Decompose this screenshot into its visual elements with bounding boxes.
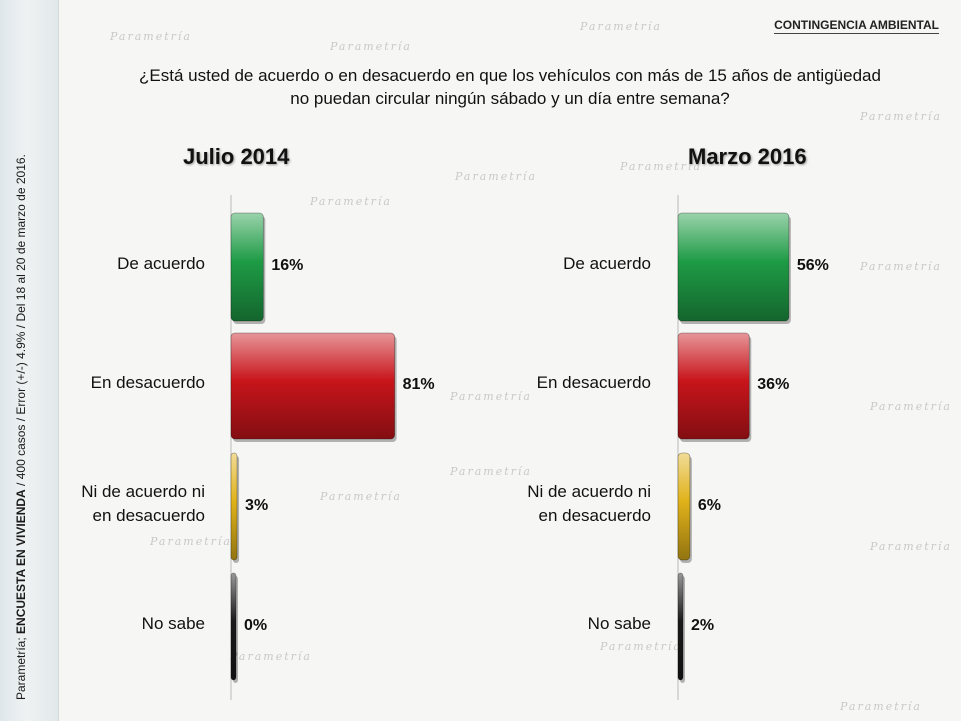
bar-julio-de_acuerdo <box>230 212 264 322</box>
question-line-2: no puedan circular ningún sábado y un dí… <box>290 89 730 108</box>
value-label-marzo-en_desacuerdo: 36% <box>757 376 790 393</box>
bar-julio-no_sabe <box>230 572 237 681</box>
watermark-text: Parametría <box>870 400 952 413</box>
watermark-text: Parametría <box>110 30 192 43</box>
value-label-marzo-no_sabe: 2% <box>691 616 715 634</box>
bar-julio-en_desacuerdo <box>230 332 396 440</box>
value-label-julio-de_acuerdo: 16% <box>271 257 304 274</box>
section-tag: CONTINGENCIA AMBIENTAL <box>774 18 939 34</box>
category-label-line: No sabe <box>141 613 205 633</box>
left-decorative-strip <box>0 0 59 721</box>
category-label-julio-no_sabe: No sabe <box>5 612 205 636</box>
category-label-marzo-en_desacuerdo: En desacuerdo <box>451 371 651 395</box>
watermark-text: Parametría <box>310 195 392 208</box>
watermark-text: Parametría <box>580 20 662 33</box>
survey-question: ¿Está usted de acuerdo o en desacuerdo e… <box>70 64 950 110</box>
category-label-marzo-ni_ni: Ni de acuerdo ni en desacuerdo <box>451 480 651 528</box>
watermark-text: Parametría <box>620 160 702 173</box>
category-label-marzo-no_sabe: No sabe <box>451 612 651 636</box>
value-label-julio-ni_ni: 3% <box>245 496 269 514</box>
category-label-marzo-de_acuerdo: De acuerdo <box>451 252 651 276</box>
category-label-julio-ni_ni: Ni de acuerdo ni en desacuerdo <box>5 480 205 528</box>
category-label-line: No sabe <box>587 613 651 633</box>
watermark-text: Parametría <box>230 650 312 663</box>
watermark-text: Parametría <box>320 490 402 503</box>
value-label-julio-no_sabe: 0% <box>244 616 268 634</box>
category-label-line: en desacuerdo <box>538 505 651 525</box>
watermark-text: Parametría <box>840 700 922 713</box>
watermark-text: Parametría <box>330 40 412 53</box>
value-label-julio-en_desacuerdo: 81% <box>402 376 435 393</box>
category-label-line: En desacuerdo <box>536 373 651 392</box>
chart-title-marzo-2016: Marzo 2016 <box>688 144 807 169</box>
watermark-text: Parametría <box>860 110 942 123</box>
watermark-text: Parametría <box>150 535 232 548</box>
bar-julio-ni_ni <box>230 452 238 561</box>
value-label-marzo-de_acuerdo: 56% <box>796 257 829 274</box>
category-label-line: De acuerdo <box>117 254 205 273</box>
category-label-julio-en_desacuerdo: En desacuerdo <box>5 371 205 395</box>
bar-marzo-en_desacuerdo <box>677 332 750 440</box>
watermark-text: Parametría <box>455 170 537 183</box>
category-label-line: Ni de acuerdo ni <box>81 481 205 501</box>
watermark-text: Parametría <box>860 260 942 273</box>
category-label-line: De acuerdo <box>563 254 651 273</box>
category-label-line: Ni de acuerdo ni <box>527 481 651 501</box>
category-label-line: En desacuerdo <box>90 373 205 392</box>
category-label-line: en desacuerdo <box>92 505 205 525</box>
bar-marzo-de_acuerdo <box>677 212 790 322</box>
watermark-text: Parametría <box>450 465 532 478</box>
bar-marzo-ni_ni <box>677 452 691 561</box>
category-label-julio-de_acuerdo: De acuerdo <box>5 252 205 276</box>
bar-marzo-no_sabe <box>677 572 684 681</box>
value-label-marzo-ni_ni: 6% <box>697 496 721 514</box>
chart-title-julio-2014: Julio 2014 <box>183 144 290 169</box>
watermark-text: Parametría <box>600 640 682 653</box>
watermark-text: Parametría <box>870 540 952 553</box>
question-line-1: ¿Está usted de acuerdo o en desacuerdo e… <box>139 66 881 85</box>
watermark-text: Parametría <box>450 390 532 403</box>
